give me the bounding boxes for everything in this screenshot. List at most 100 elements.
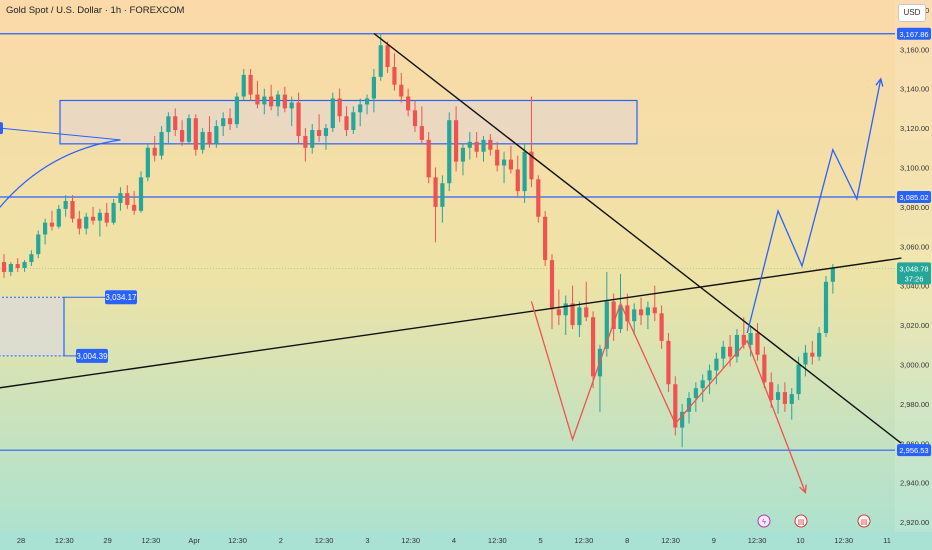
candle-body [200,132,205,150]
candle-body [426,139,431,178]
y-tick-label: 3,040.00 [900,282,929,291]
candle [481,135,486,162]
candle [43,218,48,245]
x-tick-label: 12:30 [315,536,334,545]
candle-body [1,262,7,272]
candle-body [296,102,301,136]
candle [310,124,315,154]
projection-down-path[interactable] [530,301,807,493]
candle-body [289,102,294,109]
candle-body [769,382,774,400]
left-zone-label-bg [105,290,137,305]
candle-body [337,98,342,117]
y-tick-label: 3,100.00 [900,163,929,172]
us-flag-event-icon[interactable]: ▤ [857,514,871,528]
candle [193,114,198,156]
candle-body [474,141,479,152]
candle [152,135,157,162]
candle [132,191,137,215]
candle-body [173,116,178,131]
candle [255,80,260,109]
candle-body [8,264,13,272]
x-tick-label: 2 [279,536,283,545]
candle [364,94,370,115]
y-tick-label: 3,000.00 [900,361,929,370]
candle [207,116,212,148]
candle [70,195,75,223]
candle-body [385,45,390,67]
candle-body [77,218,82,229]
x-tick-label: 12:30 [401,536,420,545]
candle [474,132,479,158]
candle-body [419,126,424,140]
candle [84,212,89,235]
left-zone-label-text: 3,004.39 [76,352,108,361]
projection-up-path[interactable] [746,78,882,334]
candle [166,112,171,144]
candle [467,132,472,160]
candle [138,171,144,213]
candle [680,403,685,448]
candle [762,346,767,389]
candle [63,195,68,217]
candle-body [138,177,144,211]
trendline-ascending[interactable] [0,257,902,389]
candle-body [303,135,308,148]
candle [77,210,82,235]
candle-body [406,96,411,111]
candle-body [789,394,794,404]
candle [529,96,534,188]
y-tick-label: 3,160.00 [900,45,929,54]
candle-body [741,334,746,345]
y-axis: 3,180.003,160.003,140.003,120.003,100.00… [900,6,929,527]
candle [330,92,335,133]
x-tick-label: 12:30 [55,536,74,545]
candle [577,301,582,337]
candle [111,199,116,225]
y-tick-label: 3,120.00 [900,124,929,133]
candle-body [227,118,233,125]
us-flag-event-icon[interactable]: ▤ [794,514,808,528]
candle-body [604,301,609,349]
candle-body [132,204,137,211]
candle-body [796,364,801,395]
candle-body [186,118,192,142]
candle [591,311,596,389]
candle-body [214,126,219,144]
candle [734,329,740,363]
candle [241,68,246,101]
candle [269,84,274,111]
candle-body [241,74,246,97]
candle [632,303,637,335]
candle-body [166,116,171,133]
candle [186,114,192,144]
candle-body [508,159,513,170]
currency-button[interactable]: USD [898,4,926,22]
left-zone[interactable] [0,296,65,357]
economic-event-icon[interactable]: ϟ [757,514,771,528]
candle-body [49,222,55,227]
candle [543,210,548,266]
projection-down-path-arrowhead [799,484,807,494]
candle [741,317,746,349]
candle [659,305,664,349]
candle-body [371,76,376,99]
candle-body [728,346,733,357]
left-arc-link [0,127,121,141]
current-price-tag-countdown: 37:26 [905,274,924,283]
candle-body [234,96,239,125]
x-tick-label: 12:30 [575,536,594,545]
candle-body [104,212,109,223]
candle [570,285,575,330]
candle [1,254,7,278]
candle-body [529,151,534,180]
trendline-descending[interactable] [373,32,902,444]
candle-body [817,332,822,357]
candle-body [262,96,267,105]
level-price-tag: 2,956.53 [897,444,931,457]
candle [645,301,650,330]
candle [810,340,815,365]
